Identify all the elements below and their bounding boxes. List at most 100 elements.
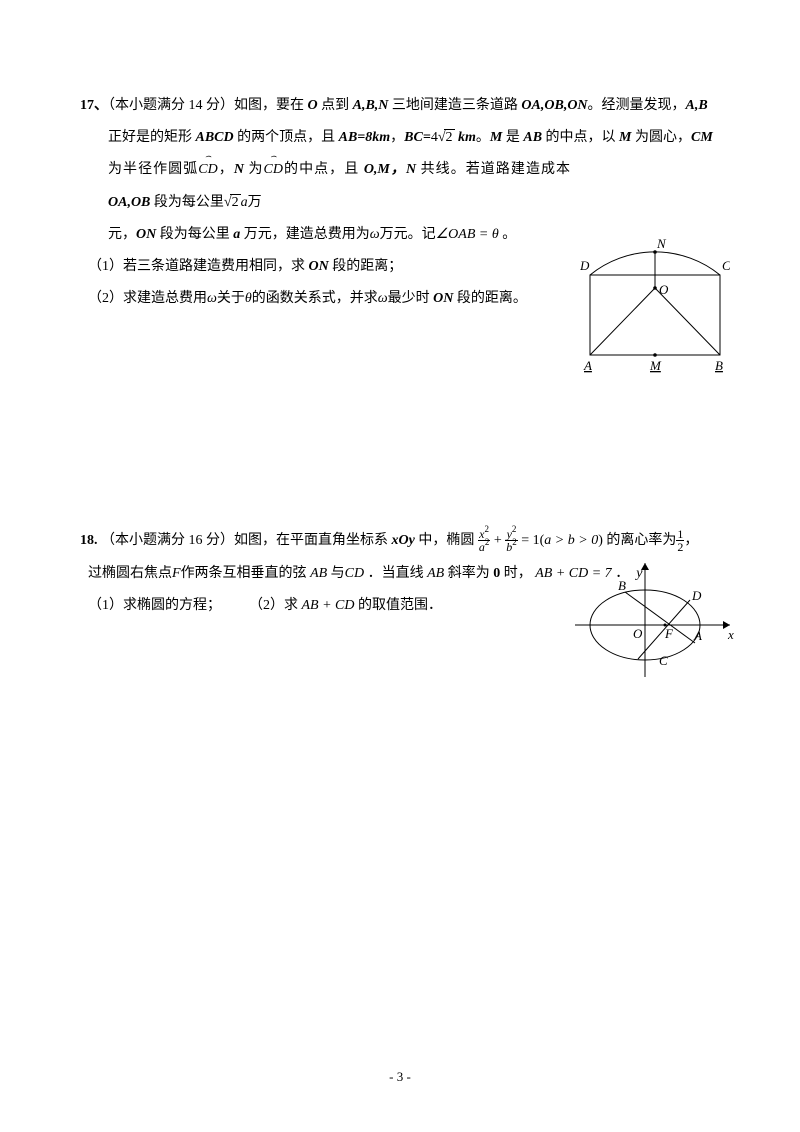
problem-17-line2: 正好是的矩形 ABCD 的两个顶点，且 AB=8km，BC=4√2 km。M 是… xyxy=(80,122,730,154)
text: 元， xyxy=(108,227,136,242)
label-O: O xyxy=(633,626,643,641)
text: 点到 xyxy=(318,98,353,113)
focus-F: F xyxy=(172,566,181,581)
diagram-17: A B C D M O N xyxy=(580,230,730,375)
dot-F xyxy=(664,624,667,627)
label-M: M xyxy=(649,358,662,373)
chord-CD: CD xyxy=(345,566,368,581)
text: 的函数关系式，并求 xyxy=(252,291,378,306)
page-content: 17、（本小题满分 14 分）如图，要在 O 点到 A,B,N 三地间建造三条道… xyxy=(0,0,800,622)
text: 为圆心， xyxy=(635,130,691,145)
a2: a xyxy=(233,227,244,242)
problem-number: 18. xyxy=(80,533,101,548)
text: 。 xyxy=(476,130,490,145)
dot-M xyxy=(653,353,657,357)
problem-number: 17、 xyxy=(80,98,108,113)
eq-one: = 1( xyxy=(518,533,545,548)
q2-omega: ω xyxy=(207,291,217,306)
text: 段的距离； xyxy=(332,259,402,274)
label-B: B xyxy=(715,358,723,373)
text: 的中点，以 xyxy=(546,130,620,145)
q2-text2: 的取值范围． xyxy=(358,598,442,613)
dot-O xyxy=(653,286,657,290)
score-text: （本小题满分 16 分） xyxy=(101,533,234,548)
text: 段的距离。 xyxy=(457,291,527,306)
text: 最少时 xyxy=(388,291,434,306)
text: ， xyxy=(390,130,404,145)
half: 12 xyxy=(676,528,684,553)
roads: OA,OB,ON xyxy=(521,98,587,113)
text: 时， xyxy=(504,566,536,581)
ellipse-frac1: x2a2 xyxy=(478,528,491,553)
arc-CD2: CD xyxy=(264,154,283,186)
angle-OAB: ∠OAB = θ xyxy=(436,227,499,242)
text: 与 xyxy=(331,566,345,581)
text: 如图，在平面直角坐标系 xyxy=(234,533,392,548)
AB-mid: AB xyxy=(523,130,545,145)
q2-abcd: AB + CD xyxy=(302,598,359,613)
diagram-17-svg: A B C D M O N xyxy=(580,230,730,375)
xOy: xOy xyxy=(392,533,419,548)
text: （2）求建造总费用 xyxy=(88,291,207,306)
text: 的中点，且 xyxy=(283,162,364,177)
label-D: D xyxy=(691,588,702,603)
OMN-collinear: O,M，N xyxy=(364,162,421,177)
label-F: F xyxy=(664,626,674,641)
text: 。经测量发现， xyxy=(588,98,686,113)
score-text: （本小题满分 14 分） xyxy=(108,98,234,113)
text: 。 xyxy=(499,227,517,242)
chord-AB: AB xyxy=(310,566,331,581)
point-M: M xyxy=(490,130,506,145)
points-ABN: A,B,N xyxy=(353,98,392,113)
ellipse-frac2: y2b2 xyxy=(505,528,518,553)
text: ， xyxy=(218,162,234,177)
arc-CD: CD xyxy=(198,154,217,186)
q2-omega2: ω xyxy=(378,291,388,306)
label-B: B xyxy=(618,578,626,593)
text: 三地间建造三条道路 xyxy=(392,98,522,113)
text: 段为每公里 xyxy=(160,227,234,242)
text: 正好是的矩形 xyxy=(108,130,196,145)
text: ．当直线 xyxy=(368,566,428,581)
page-number: - 3 - xyxy=(0,1062,800,1092)
text: 万元。记 xyxy=(380,227,436,242)
label-A: A xyxy=(583,358,592,373)
four: 4 xyxy=(431,130,438,145)
a-gt-b: a > b > 0 xyxy=(544,533,598,548)
root-2a: √2 xyxy=(224,187,241,219)
diagram-18: O F x A B C D xyxy=(570,555,740,685)
text: 万元，建造总费用为 xyxy=(244,227,370,242)
text: 斜率为 xyxy=(448,566,494,581)
diagram-18-svg: O F x A B C D xyxy=(570,555,740,685)
rect-ABCD: ABCD xyxy=(196,130,238,145)
points-AB: A,B xyxy=(686,98,708,113)
label-x: x xyxy=(727,627,734,642)
a: a xyxy=(241,195,248,210)
q2-text: （2）求 xyxy=(249,598,302,613)
km: km xyxy=(455,130,476,145)
CM: CM xyxy=(691,130,713,145)
label-C: C xyxy=(659,653,668,668)
chord-ad-line xyxy=(638,600,690,659)
BC-eq: BC= xyxy=(404,130,431,145)
root-2: √2 xyxy=(438,122,455,154)
problem-17: 17、（本小题满分 14 分）如图，要在 O 点到 A,B,N 三地间建造三条道… xyxy=(80,90,730,315)
text: 为半径作圆弧 xyxy=(108,162,198,177)
text: 过椭圆右焦点 xyxy=(88,566,172,581)
problem-17-line1: 17、（本小题满分 14 分）如图，要在 O 点到 A,B,N 三地间建造三条道… xyxy=(80,90,730,122)
zero: 0 xyxy=(493,566,504,581)
q1-ON: ON xyxy=(309,259,333,274)
text: 共线。若道路建造成本 xyxy=(421,162,570,177)
text: 的两个顶点，且 xyxy=(237,130,339,145)
text: 如图，要在 xyxy=(234,98,308,113)
label-C: C xyxy=(722,258,730,273)
text: 中，椭圆 xyxy=(418,533,478,548)
line-AO xyxy=(590,288,655,355)
point-M2: M xyxy=(619,130,635,145)
chord-AB2: AB xyxy=(427,566,448,581)
line-BO xyxy=(655,288,720,355)
text: 的离心率为 xyxy=(606,533,676,548)
text: 作两条互相垂直的弦 xyxy=(181,566,311,581)
point-O: O xyxy=(308,98,318,113)
text: ， xyxy=(684,533,698,548)
